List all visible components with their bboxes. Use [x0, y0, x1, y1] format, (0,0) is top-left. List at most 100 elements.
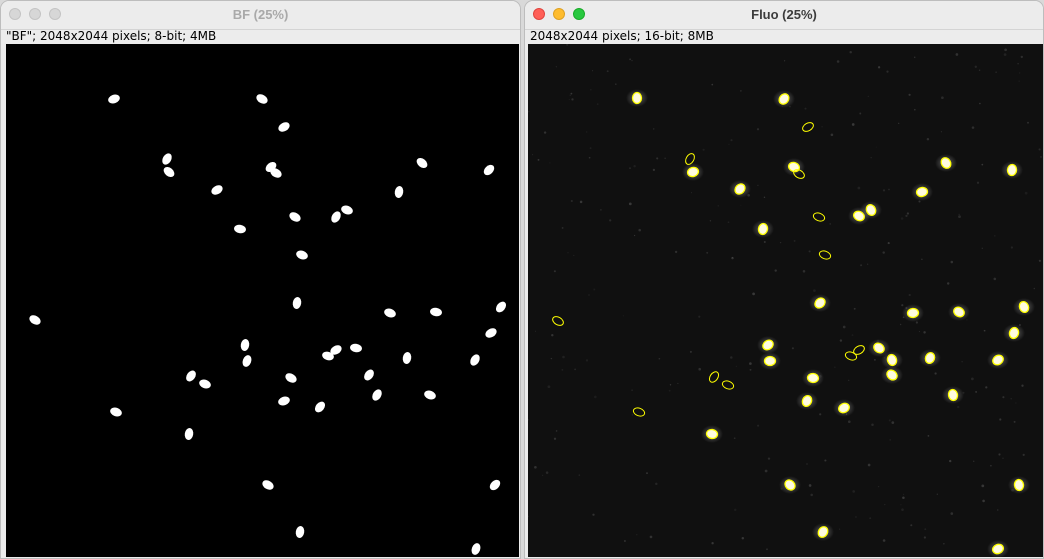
background-noise — [891, 421, 895, 424]
background-noise — [689, 350, 692, 353]
mask-object — [296, 250, 308, 260]
background-noise — [924, 528, 927, 531]
fluorescent-spot — [1013, 478, 1025, 492]
background-noise — [698, 315, 701, 318]
fluo-image-canvas[interactable] — [528, 44, 1043, 557]
background-noise — [993, 235, 996, 237]
background-noise — [908, 93, 911, 96]
bf-image-canvas[interactable] — [6, 44, 519, 557]
background-noise — [1038, 259, 1042, 262]
background-noise — [588, 156, 591, 159]
background-noise — [706, 251, 709, 254]
mask-object — [495, 301, 507, 313]
background-noise — [553, 270, 556, 273]
background-noise — [1003, 53, 1007, 56]
background-noise — [585, 359, 589, 362]
background-noise — [821, 126, 823, 128]
mask-object — [331, 211, 341, 223]
minimize-icon[interactable] — [29, 8, 41, 20]
background-noise — [961, 361, 963, 363]
background-noise — [1021, 384, 1024, 387]
background-noise — [623, 539, 626, 543]
fluo-window-title: Fluo (25%) — [751, 7, 817, 22]
background-noise — [971, 377, 974, 381]
fluorescent-spot — [886, 369, 898, 381]
background-noise — [664, 157, 666, 159]
background-noise — [830, 133, 834, 137]
background-noise — [852, 490, 856, 493]
fluorescent-spot — [784, 479, 796, 491]
fluo-title-bar[interactable]: Fluo (25%) — [525, 1, 1043, 30]
background-noise — [982, 499, 985, 503]
mask-object — [163, 166, 175, 178]
mask-object — [184, 428, 194, 440]
background-noise — [808, 250, 811, 253]
roi-outline — [802, 122, 814, 132]
zoom-icon[interactable] — [573, 8, 585, 20]
fluorescent-spot — [806, 372, 820, 384]
background-noise — [646, 472, 648, 474]
mask-object — [314, 401, 326, 413]
zoom-icon[interactable] — [49, 8, 61, 20]
background-noise — [535, 330, 536, 332]
mask-object — [199, 379, 211, 389]
background-noise — [905, 214, 908, 218]
background-noise — [561, 369, 564, 371]
minimize-icon[interactable] — [553, 8, 565, 20]
background-noise — [728, 143, 730, 145]
background-noise — [1027, 121, 1029, 124]
background-noise — [889, 439, 891, 441]
background-noise — [900, 217, 904, 220]
background-noise — [923, 331, 926, 334]
fluo-image-window[interactable]: Fluo (25%) 2048x2044 pixels; 16-bit; 8MB — [524, 0, 1044, 559]
background-noise — [1015, 402, 1017, 404]
bf-window-controls — [9, 8, 61, 20]
background-noise — [698, 367, 701, 371]
mask-object — [186, 370, 196, 382]
background-noise — [633, 164, 636, 168]
background-noise — [836, 60, 840, 63]
background-noise — [638, 228, 641, 232]
background-noise — [874, 359, 876, 361]
background-noise — [979, 102, 981, 105]
background-noise — [764, 469, 768, 473]
background-noise — [566, 44, 569, 46]
mask-object — [292, 297, 302, 309]
fluorescent-spot — [763, 355, 777, 367]
bf-image-window[interactable]: BF (25%) "BF"; 2048x2044 pixels; 8-bit; … — [0, 0, 521, 559]
mask-object — [341, 205, 353, 215]
fluorescent-spot — [924, 351, 936, 365]
fluorescent-spot — [734, 183, 746, 195]
background-noise — [592, 70, 594, 72]
background-noise — [983, 330, 985, 332]
close-icon[interactable] — [9, 8, 21, 20]
background-noise — [669, 384, 672, 386]
background-noise — [871, 423, 874, 426]
background-noise — [622, 315, 624, 317]
background-noise — [906, 212, 910, 215]
background-noise — [888, 188, 890, 191]
bf-title-bar[interactable]: BF (25%) — [1, 1, 520, 30]
background-noise — [958, 215, 961, 219]
fluo-image — [528, 44, 1043, 557]
background-noise — [668, 389, 671, 392]
background-noise — [793, 239, 796, 242]
roi-outline — [708, 371, 720, 383]
fluorescent-spot — [947, 388, 959, 402]
background-noise — [1002, 396, 1005, 399]
background-noise — [593, 288, 596, 291]
background-noise — [996, 509, 999, 511]
background-noise — [934, 372, 937, 375]
mask-object — [110, 407, 122, 417]
background-noise — [596, 103, 599, 105]
background-noise — [545, 471, 549, 474]
background-noise — [658, 357, 661, 360]
background-noise — [588, 294, 590, 296]
background-noise — [731, 257, 733, 259]
background-noise — [806, 463, 808, 465]
mask-object — [471, 543, 481, 555]
background-noise — [867, 463, 871, 467]
background-noise — [677, 382, 679, 385]
background-noise — [898, 122, 900, 124]
close-icon[interactable] — [533, 8, 545, 20]
